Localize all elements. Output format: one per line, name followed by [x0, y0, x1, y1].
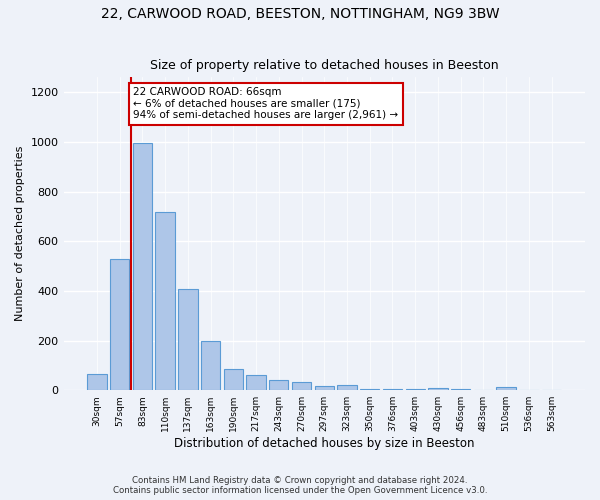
Bar — [87, 374, 107, 390]
Y-axis label: Number of detached properties: Number of detached properties — [15, 146, 25, 322]
Bar — [496, 387, 516, 390]
Bar — [337, 385, 356, 390]
Bar — [428, 388, 448, 390]
Text: 22 CARWOOD ROAD: 66sqm
← 6% of detached houses are smaller (175)
94% of semi-det: 22 CARWOOD ROAD: 66sqm ← 6% of detached … — [133, 88, 398, 120]
Bar — [133, 142, 152, 390]
Bar — [406, 389, 425, 390]
Bar — [178, 289, 197, 390]
Bar — [269, 380, 289, 390]
X-axis label: Distribution of detached houses by size in Beeston: Distribution of detached houses by size … — [174, 437, 475, 450]
Bar — [224, 368, 243, 390]
Bar — [155, 212, 175, 390]
Bar — [292, 382, 311, 390]
Bar — [360, 389, 379, 390]
Bar — [451, 389, 470, 390]
Title: Size of property relative to detached houses in Beeston: Size of property relative to detached ho… — [150, 59, 499, 72]
Bar — [110, 260, 130, 390]
Text: 22, CARWOOD ROAD, BEESTON, NOTTINGHAM, NG9 3BW: 22, CARWOOD ROAD, BEESTON, NOTTINGHAM, N… — [101, 8, 499, 22]
Bar — [314, 386, 334, 390]
Text: Contains HM Land Registry data © Crown copyright and database right 2024.
Contai: Contains HM Land Registry data © Crown c… — [113, 476, 487, 495]
Bar — [383, 389, 402, 390]
Bar — [201, 342, 220, 390]
Bar — [247, 376, 266, 390]
